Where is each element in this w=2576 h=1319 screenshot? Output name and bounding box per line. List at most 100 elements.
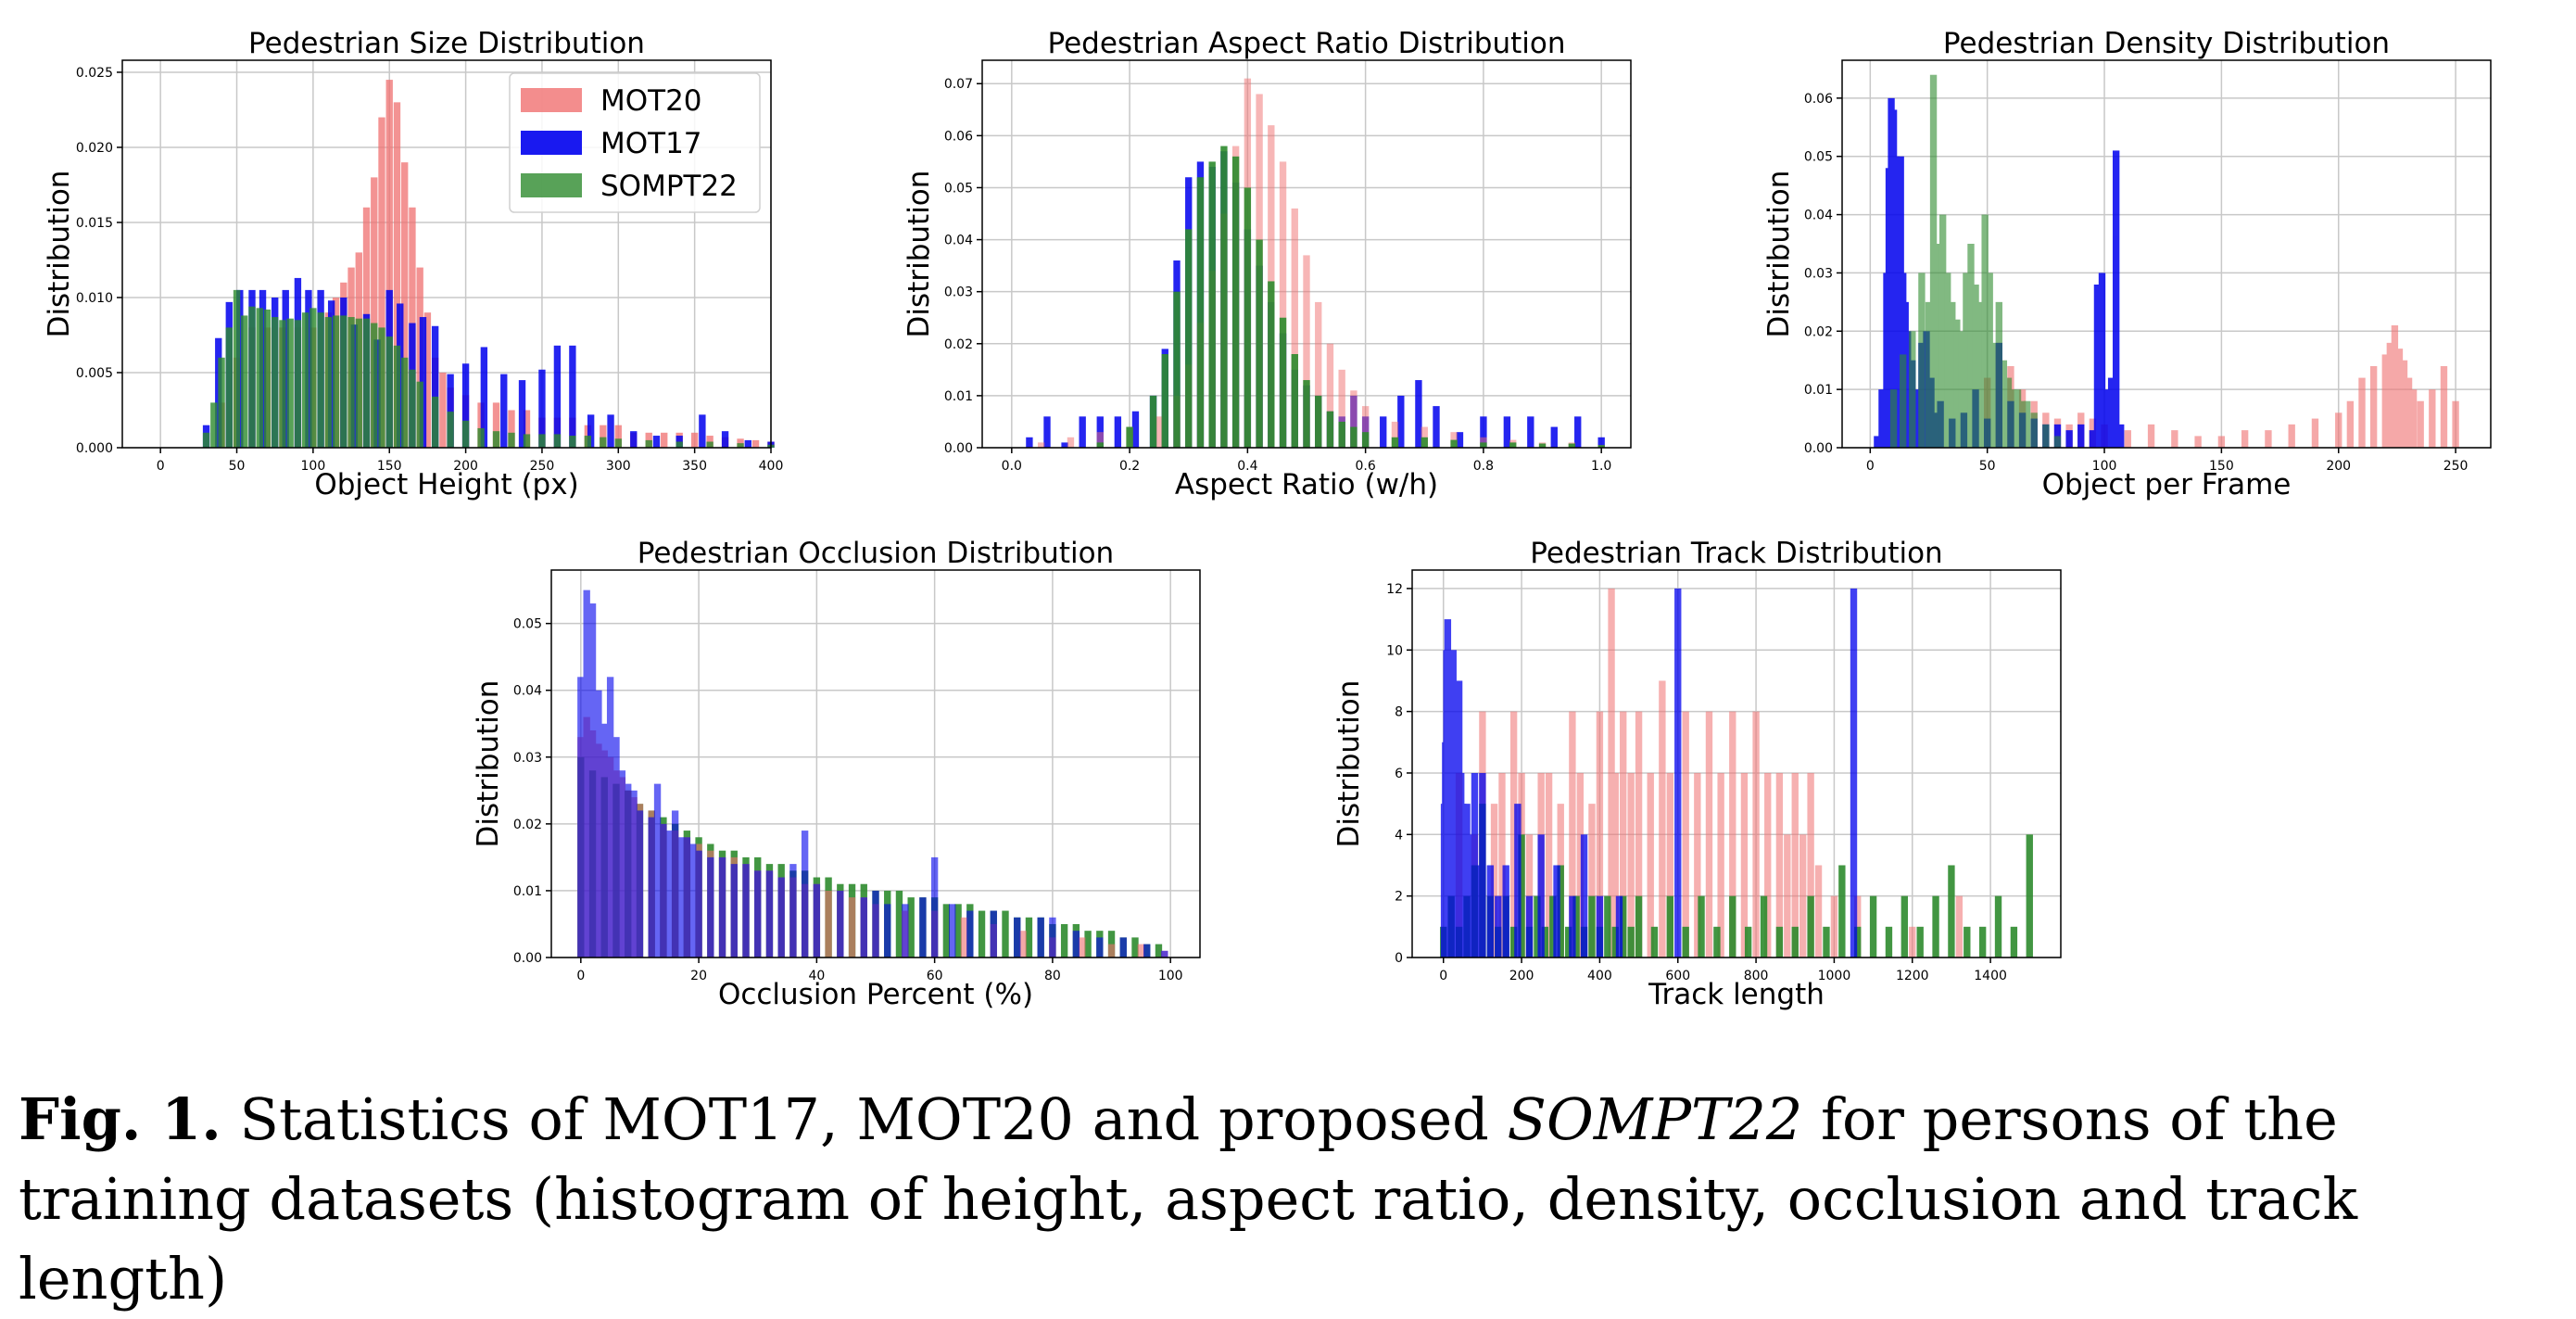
bar-sompt22 <box>1279 317 1287 448</box>
bar-sompt22 <box>1944 273 1951 448</box>
bar-sompt22 <box>523 434 531 448</box>
bar-sompt22 <box>1326 411 1334 448</box>
bar-sompt22 <box>1713 926 1721 958</box>
bar-mot20 <box>1775 772 1784 958</box>
bar-mot17 <box>777 877 785 958</box>
bar-mot17 <box>431 325 439 448</box>
chart-panel-3: 0 50 100 150 200 250 0.00 0.01 0.02 0.03 0.04 0.05 0… <box>1762 27 2492 501</box>
y-tick-label: 0.00 <box>1804 441 1833 456</box>
bar-mot20 <box>1498 772 1506 958</box>
y-tick-label: 0.04 <box>513 684 542 699</box>
plot-frame <box>1841 59 2492 449</box>
x-tick-label: 1.0 <box>1591 459 1611 474</box>
bar-sompt22 <box>1949 301 1956 448</box>
bar-mot17 <box>665 831 673 958</box>
bar-mot17 <box>630 431 638 448</box>
bar-sompt22 <box>1126 426 1133 448</box>
bar-sompt22 <box>1161 354 1168 448</box>
bar-mot20 <box>1740 772 1749 958</box>
y-tick-label: 0.02 <box>944 337 973 352</box>
bar-mot20 <box>1611 772 1619 958</box>
bar-mot20 <box>401 162 409 449</box>
bar-sompt22 <box>301 312 309 448</box>
bar-mot17 <box>801 831 809 958</box>
bar-mot20 <box>1326 343 1334 448</box>
bar-mot20 <box>2391 325 2399 448</box>
bar-mot20 <box>2265 430 2272 448</box>
x-tick-label: 100 <box>2092 459 2117 474</box>
bar-sompt22 <box>1480 442 1487 448</box>
chart-title: Pedestrian Aspect Ratio Distribution <box>1047 27 1565 60</box>
bar-mot17 <box>1459 804 1467 958</box>
bar-mot17 <box>1553 865 1560 958</box>
bar-mot20 <box>1569 711 1576 958</box>
bar-sompt22 <box>1635 895 1643 958</box>
x-tick-label: 100 <box>301 459 326 474</box>
x-tick-label: 200 <box>1509 969 1534 983</box>
x-tick-label: 400 <box>759 459 784 474</box>
bar-mot20 <box>1509 711 1518 958</box>
bar-mot17 <box>837 890 844 958</box>
bar-mot17 <box>1525 895 1534 958</box>
bar-mot20 <box>1830 895 1838 958</box>
series-mot20 <box>1037 78 1605 449</box>
x-tick-label: 0.6 <box>1356 459 1376 474</box>
x-tick-label: 20 <box>690 969 707 983</box>
series-sompt22 <box>1889 74 2062 448</box>
bar-sompt22 <box>676 441 683 448</box>
bar-mot20 <box>848 897 856 958</box>
bar-mot20 <box>825 890 832 958</box>
bar-mot20 <box>1807 772 1814 958</box>
bar-mot17 <box>569 345 576 448</box>
bar-mot17 <box>1569 895 1576 958</box>
bar-mot17 <box>612 737 620 958</box>
bar-mot20 <box>1627 772 1635 958</box>
bar-mot17 <box>1043 416 1051 448</box>
bar-sompt22 <box>279 320 286 448</box>
chart-panel-4: 0 20 40 60 80 100 0.00 0.01 0.02 0.03 0.04 0.05 Pede… <box>472 537 1201 1011</box>
bar-mot20 <box>1596 711 1604 958</box>
bar-mot20 <box>2395 349 2404 448</box>
bar-sompt22 <box>1256 239 1263 448</box>
bar-sompt22 <box>2042 424 2050 448</box>
bar-mot17 <box>1597 437 1605 448</box>
legend-swatch <box>521 131 582 155</box>
bar-mot17 <box>1503 416 1511 448</box>
caption-label: Fig. 1. <box>19 1085 221 1153</box>
bar-sompt22 <box>737 443 744 448</box>
series-mot17 <box>1440 588 1858 958</box>
bar-mot17 <box>1502 865 1509 958</box>
bar-sompt22 <box>492 431 500 448</box>
bar-mot17 <box>1463 804 1471 958</box>
chart-panel-5: 0 200 400 600 800 1000 1200 1400 0 2 4 6 8 10 12 Pedest… <box>1332 537 2062 1011</box>
bar-sompt22 <box>1807 895 1814 958</box>
x-tick-label: 150 <box>377 459 402 474</box>
bar-mot20 <box>1814 865 1823 958</box>
bar-mot20 <box>2171 430 2178 448</box>
bar-sompt22 <box>294 320 302 448</box>
bar-mot17 <box>966 910 974 958</box>
bar-sompt22 <box>2023 400 2031 448</box>
bar-mot20 <box>1350 390 1357 448</box>
bar-mot17 <box>2117 424 2125 448</box>
bar-mot20 <box>2417 400 2424 448</box>
x-axis-label: Occlusion Percent (%) <box>718 978 1033 1011</box>
bar-sompt22 <box>1972 285 1979 448</box>
bar-mot20 <box>2194 436 2202 448</box>
bar-mot17 <box>2112 150 2120 448</box>
bar-sompt22 <box>1869 895 1877 958</box>
bar-mot20 <box>1635 711 1643 958</box>
bar-sompt22 <box>614 438 622 448</box>
bar-sompt22 <box>1538 443 1547 448</box>
bar-sompt22 <box>218 357 225 448</box>
bar-mot20 <box>2124 430 2131 448</box>
y-tick-label: 0.01 <box>513 884 542 899</box>
y-tick-label: 0.06 <box>1804 92 1833 107</box>
x-tick-label: 200 <box>2326 459 2351 474</box>
bar-sompt22 <box>1568 443 1576 448</box>
bar-sompt22 <box>1131 937 1139 958</box>
bar-sompt22 <box>1541 926 1549 958</box>
bar-mot20 <box>1799 834 1807 958</box>
bar-sompt22 <box>393 345 401 448</box>
bar-mot17 <box>2077 424 2085 448</box>
